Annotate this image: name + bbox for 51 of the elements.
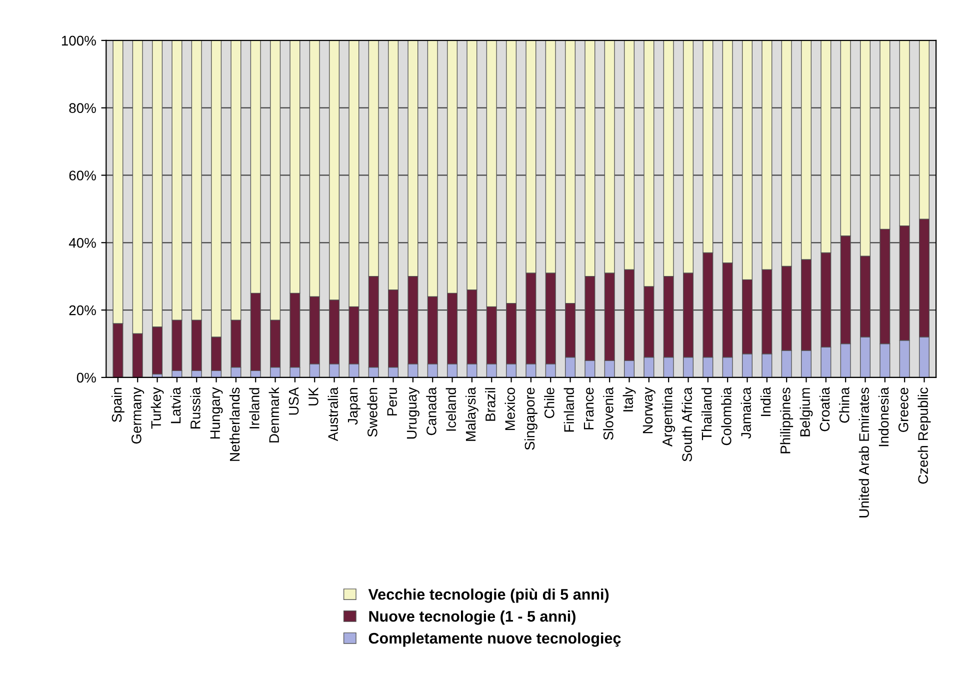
x-tick-label: Turkey [150,387,164,429]
x-tick-label: China [839,387,850,423]
legend-label: Nuove tecnologie (1 - 5 anni) [369,610,576,625]
x-tick-label: Mexico [504,388,515,430]
x-tick-label: South Africa [682,387,692,462]
x-tick-label: Jamaica [740,387,751,439]
y-tick-label: 100% [62,36,96,46]
x-tick-label: Latvia [170,387,181,424]
legend-label: Vecchie tecnologie (più di 5 anni) [368,588,609,603]
x-tick-label: Malaysia [465,387,478,441]
x-tick-label: France [584,388,594,430]
x-tick-label: Australia [328,387,338,442]
x-tick-label: Netherlands [229,388,240,461]
x-tick-label: Japan [348,388,360,425]
x-tick-label: Philippines [780,388,794,454]
x-tick-label: United Arab Emirates [858,388,869,518]
x-tick-label: Iceland [446,388,456,431]
x-tick-label: Peru [387,388,397,416]
x-tick-label: Chile [544,388,554,418]
x-tick-label: USA [288,387,299,415]
legend-label: Completamente nuove tecnologieç [368,632,621,647]
x-tick-label: UK [308,387,318,406]
x-tick-label: Denmark [268,387,280,442]
y-tick-label: 20% [69,305,96,316]
x-tick-label: Italy [622,387,636,412]
x-tick-label: Spain [111,388,124,422]
x-tick-label: Russia [190,387,200,428]
x-tick-label: Greece [898,388,908,432]
x-tick-label: Czech Republic [918,388,931,484]
x-tick-label: Canada [426,387,436,436]
x-tick-label: Brazil [485,388,496,421]
x-tick-label: Hungary [210,387,223,439]
y-tick-label: 0% [76,372,96,383]
y-tick-label: 80% [69,103,96,114]
x-tick-label: Belgium [800,388,813,436]
x-tick-label: India [760,387,771,416]
x-tick-label: Argentina [662,387,676,447]
x-tick-label: Finland [564,388,574,432]
y-tick-label: 40% [68,238,96,248]
x-tick-label: Colombia [721,387,732,446]
x-tick-label: Indonesia [878,387,889,446]
x-tick-label: Norway [642,387,656,434]
x-tick-label: Singapore [524,388,538,450]
x-tick-label: Germany [132,387,144,444]
y-tick-label: 60% [69,170,96,180]
x-tick-label: Croatia [819,387,830,432]
x-tick-label: Sweden [367,388,378,437]
x-tick-label: Ireland [249,388,260,428]
x-tick-label: Slovenia [603,387,614,440]
x-tick-label: Uruguay [406,387,420,439]
x-tick-label: Thailand [701,388,712,440]
